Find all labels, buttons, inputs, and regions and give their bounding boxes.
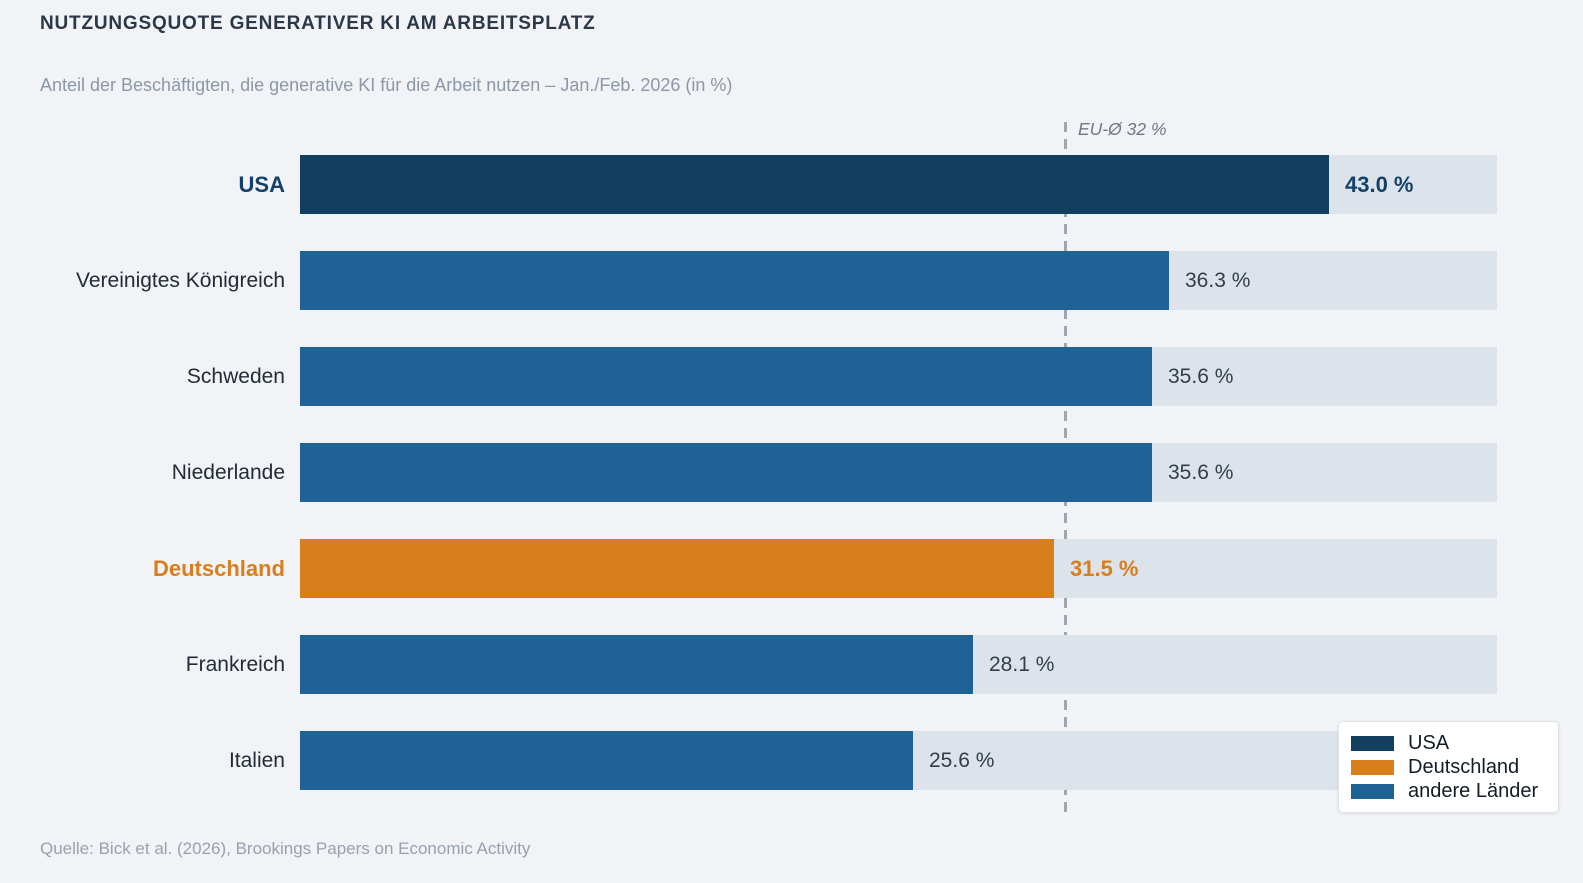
bar-track: 36.3 % (300, 251, 1497, 310)
bar-italien[interactable] (300, 731, 913, 790)
value-label: 35.6 % (1168, 365, 1234, 388)
bar-vereinigtes-k-nigreich[interactable] (300, 251, 1169, 310)
legend-entry: USA (1351, 732, 1546, 754)
eu-average-label: EU-Ø 32 % (1078, 119, 1167, 139)
chart-subtitle: Anteil der Beschäftigten, die generative… (40, 75, 733, 95)
legend-label: Deutschland (1408, 755, 1520, 778)
legend-entry: andere Länder (1351, 780, 1546, 802)
bar-usa[interactable] (300, 155, 1329, 214)
legend: USA Deutschland andere Länder (1338, 721, 1559, 813)
bar-track: 35.6 % (300, 443, 1497, 502)
bar-frankreich[interactable] (300, 635, 973, 694)
bar-track: 31.5 % (300, 539, 1497, 598)
bar-row: USA 43.0 % (0, 155, 1497, 214)
bar-row: Frankreich 28.1 % (0, 635, 1497, 694)
value-label: 25.6 % (929, 749, 995, 772)
chart-title: NUTZUNGSQUOTE GENERATIVER KI AM ARBEITSP… (40, 13, 596, 34)
bar-deutschland[interactable] (300, 539, 1054, 598)
category-label: USA (238, 172, 285, 197)
bar-track: 35.6 % (300, 347, 1497, 406)
bar-niederlande[interactable] (300, 443, 1152, 502)
bar-row: Vereinigtes Königreich 36.3 % (0, 251, 1497, 310)
legend-swatch-germany (1351, 759, 1394, 775)
category-label: Niederlande (171, 461, 285, 484)
bar-row: Schweden 35.6 % (0, 347, 1497, 406)
value-label: 35.6 % (1168, 461, 1234, 484)
value-label: 31.5 % (1070, 556, 1139, 581)
bar-row: Niederlande 35.6 % (0, 443, 1497, 502)
category-label: Deutschland (152, 556, 285, 581)
category-label: Vereinigtes Königreich (76, 269, 285, 292)
legend-label: andere Länder (1408, 779, 1539, 802)
value-label: 43.0 % (1345, 172, 1414, 197)
bar-track: 43.0 % (300, 155, 1497, 214)
source-note: Quelle: Bick et al. (2026), Brookings Pa… (40, 839, 531, 858)
category-label: Schweden (186, 365, 285, 388)
legend-swatch-usa (1351, 735, 1394, 751)
bar-track: 28.1 % (300, 635, 1497, 694)
category-label: Frankreich (185, 653, 285, 676)
bar-row: Deutschland 31.5 % (0, 539, 1497, 598)
value-label: 36.3 % (1185, 269, 1251, 292)
bar-row: Italien 25.6 % (0, 731, 1497, 790)
category-label: Italien (228, 749, 285, 772)
legend-entry: Deutschland (1351, 756, 1546, 778)
legend-swatch-other (1351, 783, 1394, 799)
bar-track: 25.6 % (300, 731, 1497, 790)
value-label: 28.1 % (989, 653, 1055, 676)
bar-schweden[interactable] (300, 347, 1152, 406)
legend-label: USA (1408, 731, 1450, 754)
